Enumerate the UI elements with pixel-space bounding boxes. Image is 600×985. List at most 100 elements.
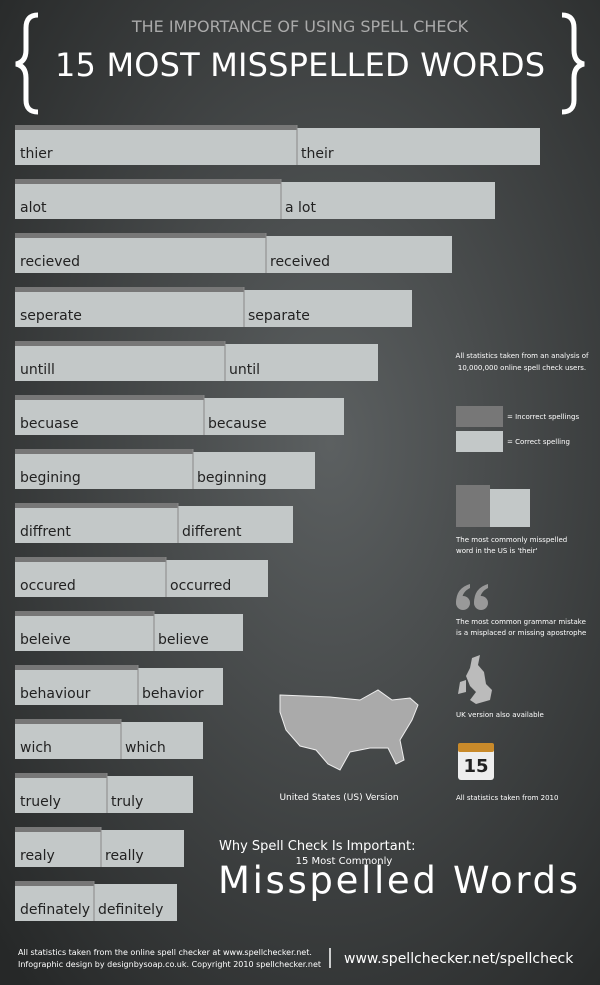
incorrect-word: beleive [20, 632, 71, 648]
incorrect-bar [15, 400, 204, 435]
incorrect-bar-edge [15, 557, 166, 562]
incorrect-bar-edge [15, 341, 225, 346]
correct-bar [121, 722, 203, 759]
incorrect-word: alot [20, 200, 47, 216]
incorrect-bar [15, 238, 266, 273]
correct-word: their [301, 146, 334, 162]
incorrect-word: recieved [20, 254, 80, 270]
incorrect-word: definately [20, 902, 90, 918]
footer-url[interactable]: www.spellchecker.net/spellcheck [344, 951, 574, 967]
calendar-top [458, 743, 494, 752]
icon-bar [490, 489, 530, 527]
incorrect-bar-edge [15, 179, 281, 184]
correct-word: occurred [170, 578, 231, 594]
footer-text: All statistics taken from the online spe… [18, 948, 312, 957]
correct-bar [138, 668, 223, 705]
note: UK version also available [456, 711, 544, 719]
note: The most common grammar mistake [455, 618, 586, 626]
why-title: Misspelled Words [218, 859, 578, 902]
incorrect-bar [15, 562, 166, 597]
uk-map [458, 655, 492, 704]
correct-word: behavior [142, 686, 204, 702]
correct-word: until [229, 362, 260, 378]
incorrect-bar [15, 778, 107, 813]
incorrect-word: begining [20, 470, 81, 486]
incorrect-bar-edge [15, 827, 101, 832]
incorrect-bar [15, 670, 138, 705]
incorrect-word: behaviour [20, 686, 91, 702]
title: 15 MOST MISSPELLED WORDS [55, 46, 545, 84]
why-heading: Why Spell Check Is Important: [219, 839, 415, 854]
correct-word: received [270, 254, 330, 270]
incorrect-bar-edge [15, 503, 178, 508]
icon-bar [456, 485, 490, 527]
correct-word: definitely [98, 902, 163, 918]
correct-bar [154, 614, 243, 651]
incorrect-bar-edge [15, 233, 266, 238]
correct-word: different [182, 524, 242, 540]
incorrect-word: wich [20, 740, 52, 756]
legend-label: = Correct spelling [507, 438, 570, 446]
incorrect-bar [15, 184, 281, 219]
calendar-icon [458, 746, 494, 780]
incorrect-bar-edge [15, 665, 138, 670]
us-map [279, 689, 419, 771]
correct-bar [281, 182, 495, 219]
correct-bar [225, 344, 378, 381]
incorrect-bar [15, 292, 244, 327]
incorrect-bar-edge [15, 611, 154, 616]
incorrect-bar [15, 724, 121, 759]
incorrect-bar [15, 508, 178, 543]
incorrect-bar-edge [15, 881, 94, 886]
correct-bar [266, 236, 452, 273]
incorrect-bar-edge [15, 287, 244, 292]
legend-swatch-incorrect [456, 406, 503, 427]
incorrect-word: untill [20, 362, 55, 378]
note: is a misplaced or missing apostrophe [456, 629, 586, 637]
incorrect-word: realy [20, 848, 55, 864]
incorrect-bar-edge [15, 125, 297, 130]
brace-right [561, 12, 585, 115]
calendar-day: 15 [463, 756, 488, 777]
map-caption: United States (US) Version [279, 793, 398, 803]
correct-bar [193, 452, 315, 489]
correct-word: a lot [285, 200, 316, 216]
correct-bar [101, 830, 184, 867]
incorrect-bar [15, 886, 94, 921]
note: All statistics taken from 2010 [456, 794, 558, 802]
correct-bar [166, 560, 268, 597]
incorrect-bar-edge [15, 719, 121, 724]
correct-word: believe [158, 632, 209, 648]
incorrect-bar [15, 616, 154, 651]
legend-swatch-correct [456, 431, 503, 452]
correct-word: which [125, 740, 166, 756]
incorrect-word: becuase [20, 416, 79, 432]
incorrect-word: thier [20, 146, 53, 162]
correct-bar [178, 506, 293, 543]
incorrect-bar-edge [15, 773, 107, 778]
correct-word: beginning [197, 470, 267, 486]
subtitle: THE IMPORTANCE OF USING SPELL CHECK [131, 17, 469, 36]
correct-bar [204, 398, 344, 435]
correct-word: separate [248, 308, 310, 324]
why-subheading: 15 Most Commonly [296, 856, 393, 867]
brace-left [15, 12, 39, 115]
note: 10,000,000 online spell check users. [458, 364, 586, 372]
legend-label: = Incorrect spellings [507, 413, 579, 421]
correct-bar [94, 884, 177, 921]
correct-word: truly [111, 794, 143, 810]
footer-text: Infographic design by designbysoap.co.uk… [18, 960, 321, 969]
correct-word: because [208, 416, 267, 432]
incorrect-bar-edge [15, 449, 193, 454]
correct-word: really [105, 848, 144, 864]
quote-icon [456, 584, 488, 610]
incorrect-bar [15, 454, 193, 489]
incorrect-word: occured [20, 578, 76, 594]
incorrect-word: diffrent [20, 524, 71, 540]
incorrect-bar [15, 832, 101, 867]
correct-bar [297, 128, 540, 165]
note: The most commonly misspelled [455, 536, 567, 544]
correct-bar [244, 290, 412, 327]
incorrect-word: seperate [20, 308, 82, 324]
